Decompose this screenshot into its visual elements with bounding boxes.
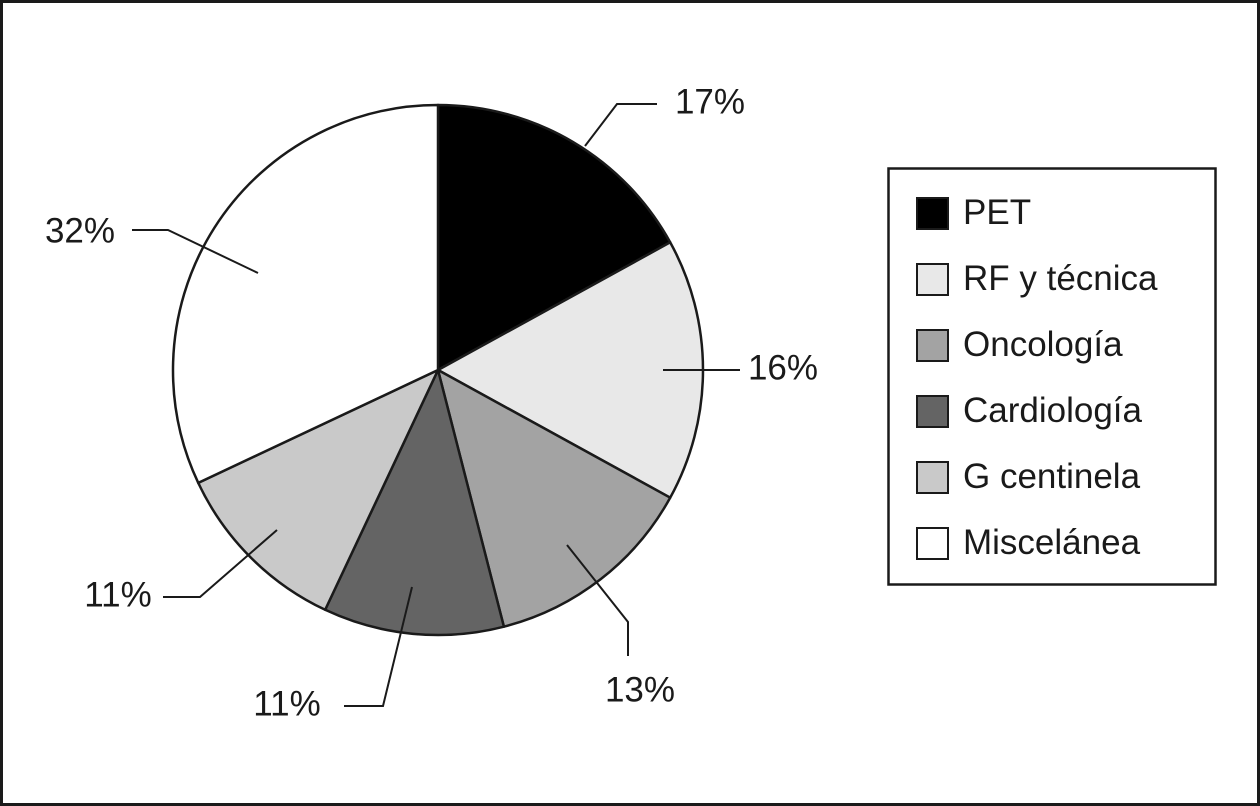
leader-line-pet [584, 103, 657, 147]
slice-label-g-centinela: 11% [84, 575, 151, 614]
legend: PET RF y técnica Oncología Cardiología G cen… [887, 167, 1217, 586]
legend-label-cardiologia: Cardiología [963, 391, 1143, 430]
slice-label-miscelanea: 32% [45, 211, 115, 250]
legend-swatch-cardiologia [916, 395, 949, 428]
legend-swatch-oncologia [916, 329, 949, 362]
leader-line-oncologia [566, 544, 629, 656]
slice-label-oncologia: 13% [605, 670, 675, 709]
slice-label-rf-y-tecnica: 16% [748, 348, 818, 387]
legend-label-miscelanea: Miscelánea [963, 523, 1141, 562]
pie-slice-cardiologia [323, 368, 506, 637]
legend-swatch-pet [916, 197, 949, 230]
legend-box [887, 167, 1217, 586]
legend-label-g-centinela: G centinela [963, 457, 1141, 496]
legend-swatch-g-centinela [916, 461, 949, 494]
slice-label-pet: 17% [675, 82, 745, 121]
pie-slices [171, 103, 705, 637]
leader-line-g-centinela [163, 529, 278, 598]
pie-slice-g-centinela [196, 368, 440, 612]
pie-slice-oncologia [436, 368, 672, 628]
legend-swatch-rf-y-tecnica [916, 263, 949, 296]
leader-line-cardiologia [344, 586, 413, 707]
slice-percentage-labels: 17% 16% 13% 11% 11% 32% [45, 82, 818, 723]
slice-leader-lines [132, 103, 740, 707]
pie-slice-pet [436, 103, 672, 372]
legend-label-rf-y-tecnica: RF y técnica [963, 259, 1158, 298]
legend-swatch-miscelanea [916, 527, 949, 560]
leader-line-miscelanea [132, 229, 259, 274]
slice-label-cardiologia: 11% [253, 684, 320, 723]
legend-label-pet: PET [963, 193, 1031, 232]
pie-slice-miscelanea [171, 103, 440, 485]
legend-label-oncologia: Oncología [963, 325, 1123, 364]
